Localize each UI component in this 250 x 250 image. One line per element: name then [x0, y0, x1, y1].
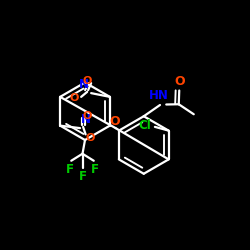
Text: F: F — [66, 163, 74, 176]
Text: Cl: Cl — [138, 119, 151, 132]
Text: O: O — [86, 132, 95, 142]
Text: O: O — [174, 75, 185, 88]
Text: F: F — [78, 170, 86, 182]
Text: N: N — [79, 78, 89, 91]
Text: F: F — [91, 163, 99, 176]
Text: O: O — [109, 116, 120, 128]
Text: O: O — [82, 111, 92, 121]
Text: O: O — [82, 76, 92, 86]
Text: HN: HN — [149, 90, 169, 102]
Text: N: N — [81, 113, 91, 126]
Text: O: O — [70, 93, 79, 103]
